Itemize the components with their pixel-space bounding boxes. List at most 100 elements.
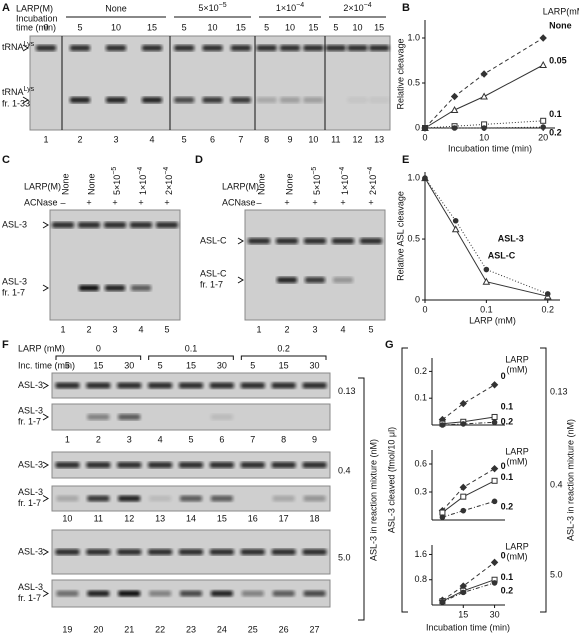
group-label-base: 2×10 [343, 3, 363, 13]
band [106, 45, 126, 51]
band [87, 495, 110, 502]
marker [450, 92, 459, 101]
lane-number: 9 [312, 434, 317, 444]
lane-number: 25 [248, 624, 258, 634]
gel [49, 209, 181, 321]
series-label: 0.2 [549, 127, 562, 137]
x-tick-label: 0.1 [480, 304, 493, 314]
band [87, 414, 110, 420]
lane-number: 15 [217, 513, 227, 523]
lane-condition: None [86, 173, 96, 195]
band-label: tRNALys [2, 41, 35, 52]
band [303, 97, 324, 103]
series-label: None [549, 20, 572, 30]
band [280, 45, 300, 51]
series-label: 0.2 [501, 502, 514, 512]
band [303, 590, 326, 597]
time-label: 30 [310, 360, 320, 370]
band [86, 549, 111, 555]
band [202, 97, 223, 103]
lane-condition: None [60, 173, 70, 195]
band-label: ASL-3 [18, 546, 43, 556]
band-label: fr. 1-7 [18, 416, 41, 426]
lane-number: 23 [186, 624, 196, 634]
band [79, 285, 99, 291]
marker [439, 599, 446, 605]
lane-number: 17 [279, 513, 289, 523]
lane-number: 3 [113, 134, 118, 144]
concentration: 5.0 [550, 569, 563, 579]
band [180, 495, 202, 502]
time-label: 30 [124, 360, 134, 370]
band [86, 462, 111, 468]
group-label: 0.1 [185, 343, 198, 353]
y-tick-label: 0.5 [407, 233, 420, 243]
band [230, 45, 251, 51]
group-label-base: 5×10 [198, 3, 218, 13]
acnase-label: + [312, 197, 317, 207]
marker [540, 124, 546, 130]
band [209, 382, 234, 389]
marker [439, 509, 446, 516]
time-label: 10 [352, 22, 362, 32]
y-tick-label: 1.0 [407, 172, 420, 182]
band [256, 45, 277, 51]
marker [480, 92, 488, 100]
arrow [237, 237, 244, 245]
band-label: fr. 1-7 [18, 593, 41, 603]
band [230, 97, 251, 103]
lane-condition: 5×10−5 [111, 167, 122, 195]
band-label: ASL-3 [18, 487, 43, 497]
lane-condition-base: 5×10 [312, 175, 322, 195]
panel-letter: F [2, 339, 9, 351]
arrow [42, 590, 49, 597]
row-label: Inc. time (min) [18, 360, 75, 370]
lane-condition-base: 2×10 [164, 175, 174, 195]
series-label: 0.2 [501, 585, 514, 595]
band [78, 222, 100, 228]
arrow [42, 382, 49, 389]
x-tick-label: 10 [479, 132, 489, 142]
row-label: LARP(M) [222, 181, 259, 191]
marker [452, 217, 459, 224]
lane-condition-base: 2×10 [368, 175, 378, 195]
lane-condition-sup: −4 [163, 167, 170, 175]
band [142, 45, 162, 51]
lane-number: 21 [124, 624, 134, 634]
series-label: 0.2 [501, 417, 514, 427]
concentration: 0.13 [550, 386, 568, 396]
marker [490, 464, 499, 473]
y-tick-label: 0.3 [414, 486, 427, 496]
marker [491, 419, 498, 426]
band [118, 495, 141, 502]
marker [491, 580, 498, 586]
band-label-base: tRNA [2, 42, 24, 52]
y-tick-label: 1.6 [414, 549, 427, 559]
band [305, 277, 325, 283]
acnase-label: + [284, 197, 289, 207]
y-axis-label: ASL-3 cleaved (fmol/10 μl) [386, 427, 396, 533]
y-tick-label: 0 [415, 294, 420, 304]
band [347, 97, 368, 103]
band [130, 222, 152, 228]
band [36, 45, 56, 51]
band-label: fr. 1-7 [200, 279, 223, 289]
arrow [42, 495, 49, 502]
panel-letter: D [195, 154, 203, 166]
band [142, 97, 162, 103]
time-label: 5 [182, 22, 187, 32]
marker [540, 117, 547, 124]
band [209, 549, 234, 555]
band-label: fr. 1-33 [2, 98, 30, 108]
row-label: LARP(M) [16, 3, 53, 13]
arrow [42, 284, 49, 292]
lane-number: 14 [186, 513, 196, 523]
series-line [442, 468, 495, 512]
bracket [148, 355, 234, 360]
lane-number: 26 [279, 624, 289, 634]
lane-condition-sup: −5 [111, 167, 118, 175]
acnase-label: + [138, 197, 143, 207]
band-label: ASL-3 [2, 219, 27, 229]
lane-number: 13 [374, 134, 384, 144]
panel-letter: E [402, 154, 409, 166]
